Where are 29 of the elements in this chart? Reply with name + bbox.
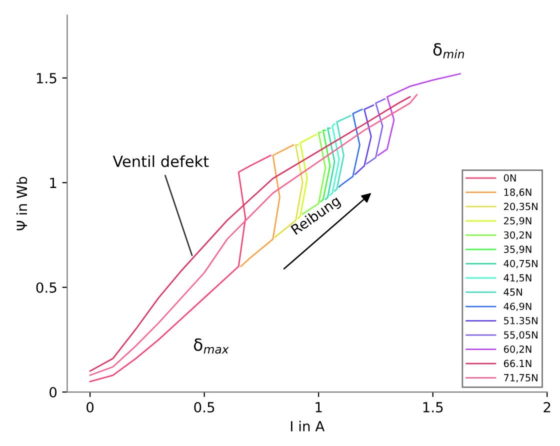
x-tick-label: 2: [544, 402, 550, 412]
y-tick-label: 1.5: [36, 73, 56, 84]
legend-label: 18,6N: [504, 188, 532, 197]
legend-label: 71,75N: [504, 374, 538, 382]
legend-label: 46,9N: [504, 302, 532, 312]
y-tick-label: 0.5: [36, 282, 56, 293]
x-tick-label: 0.5: [194, 402, 214, 413]
x-axis-title: I in A: [290, 420, 325, 432]
legend-label: 55,05N: [504, 331, 538, 340]
x-tick-label: 1.5: [423, 402, 443, 413]
annotation: δ$_{min}$: [433, 43, 464, 58]
legend-label: 20,35N: [504, 202, 538, 212]
legend-label: 25,9N: [504, 217, 532, 226]
annotation: δ$_{max}$: [194, 338, 229, 354]
legend-label: 60,2N: [504, 346, 532, 354]
y-tick-label: 0: [50, 387, 57, 398]
legend-label: 41,5N: [504, 274, 532, 282]
legend-label: 35,9N: [504, 246, 532, 254]
legend-label: 51.35N: [504, 316, 538, 324]
legend-label: 66.1N: [504, 360, 532, 368]
legend-label: 45N: [504, 288, 522, 296]
x-tick-label: 1: [316, 402, 322, 412]
legend-label: 30,2N: [504, 231, 532, 240]
y-axis-title: Ψ in Wb: [16, 176, 28, 230]
y-tick-label: 1: [50, 178, 56, 188]
legend-label: 40,75N: [504, 260, 538, 268]
annotation: Ventil defekt: [112, 155, 209, 168]
legend-label: 0N: [504, 174, 516, 182]
x-tick-label: 0: [86, 402, 94, 413]
